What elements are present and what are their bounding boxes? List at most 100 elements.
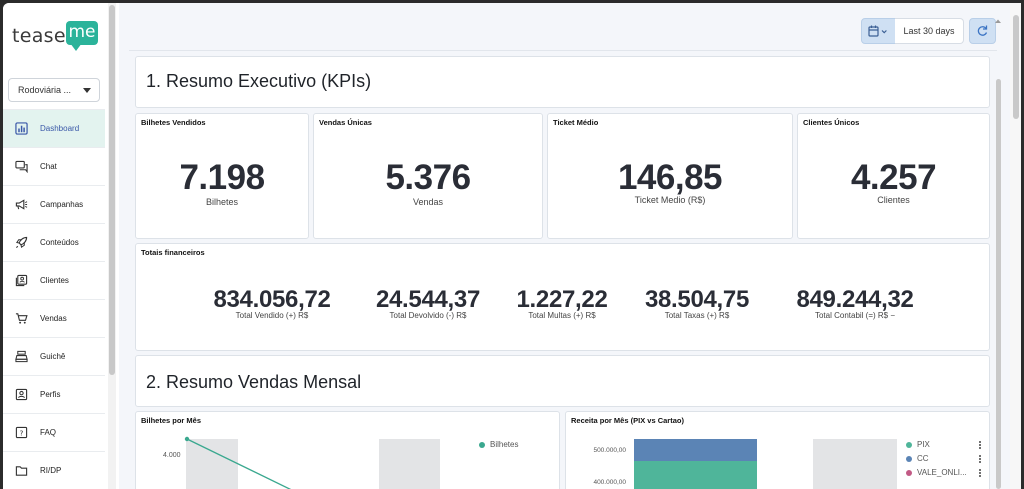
chart-bar-icon [15,122,28,135]
kpi-label: Vendas [412,197,444,207]
chart-bar-cc [634,439,757,461]
content-scrollbar[interactable] [993,15,1003,489]
dashboard-toolbar: Last 30 days [129,3,997,51]
sidebar-item-ridp[interactable]: RI/DP [3,451,105,489]
legend-dot [906,455,912,462]
more-options-icon[interactable] [978,441,982,451]
kpi-card-title: Vendas Únicas [319,118,372,127]
financial-value: 834.056,72 [213,286,331,313]
financial-totals-card: Totais financeiros 834.056,72 Total Vend… [135,243,990,351]
sidebar-item-label: Guichê [40,352,66,361]
window-scrollbar-thumb[interactable] [1013,15,1019,119]
date-picker-button[interactable] [861,18,896,44]
chart-bar [186,439,238,489]
sidebar-item-perfis[interactable]: Perfis [3,375,105,413]
kpi-label: Ticket Medio (R$) [634,195,706,205]
chart-bar-pix [634,461,757,489]
bilhetes-chart-plot [184,436,440,489]
sidebar-item-label: Dashboard [40,124,80,133]
chart-bar [379,439,440,489]
refresh-icon [977,25,988,36]
y-tick-label: 500.000,00 [593,447,626,454]
chart-title: Receita por Mês (PIX vs Cartao) [571,416,684,425]
sidebar-item-dashboard[interactable]: Dashboard [3,109,105,147]
kpi-card-clientes: Clientes Únicos 4.257 Clientes [797,113,990,239]
chevron-down-icon [83,88,91,93]
date-range-select[interactable]: Last 30 days [895,18,964,44]
kpi-card-vendas: Vendas Únicas 5.376 Vendas [313,113,543,239]
scroll-up-icon[interactable] [993,17,1003,25]
kpi-card-ticket-medio: Ticket Médio 146,85 Ticket Medio (R$) [547,113,793,239]
store-select[interactable]: Rodoviária ... [8,78,100,102]
legend-item-pix[interactable]: PIX [906,440,930,449]
contacts-icon [15,274,28,287]
more-options-icon[interactable] [978,455,982,465]
y-tick-label: 4.000 [163,452,181,459]
legend-item-bilhetes[interactable]: Bilhetes [479,440,518,449]
legend-dot [906,469,912,476]
sidebar-item-clientes[interactable]: Clientes [3,261,105,299]
sidebar-item-label: Chat [40,162,57,171]
cash-register-icon [15,350,28,363]
financial-label: Total Contabil (=) R$ − [814,311,896,320]
main-content: Last 30 days 1. Resumo Executivo (KPIs) … [119,3,1021,489]
sidebar-item-label: Conteúdos [40,238,79,247]
folder-icon [15,466,28,476]
store-select-value: Rodoviária ... [18,85,72,95]
financial-total-contabil: 849.244,32 Total Contabil (=) R$ − [776,286,934,320]
financial-value: 24.544,37 [375,286,481,313]
sidebar-item-guiche[interactable]: Guichê [3,337,105,375]
sidebar: teaser me Rodoviária ... Dashboard Chat … [3,3,108,489]
sidebar-item-label: Campanhas [40,200,84,209]
legend-label: VALE_ONLI... [917,468,967,477]
legend-dot [479,441,485,448]
sidebar-item-chat[interactable]: Chat [3,147,105,185]
chart-receita-por-mes: Receita por Mês (PIX vs Cartao) 500.000,… [565,411,990,489]
financial-total-devolvido: 24.544,37 Total Devolvido (-) R$ [360,286,496,320]
app-window: teaser me Rodoviária ... Dashboard Chat … [3,3,1021,489]
kpi-card-bilhetes: Bilhetes Vendidos 7.198 Bilhetes [135,113,309,239]
financial-total-taxas: 38.504,75 Total Taxas (+) R$ [628,286,766,320]
sidebar-item-campanhas[interactable]: Campanhas [3,185,105,223]
kpi-card-title: Ticket Médio [553,118,599,127]
kpi-value: 5.376 [385,158,471,197]
sidebar-item-conteudos[interactable]: Conteúdos [3,223,105,261]
financial-value: 849.244,32 [796,286,914,313]
financial-label: Total Vendido (+) R$ [235,311,309,320]
sidebar-scrollbar[interactable] [108,3,116,489]
kpi-card-title: Clientes Únicos [803,118,860,127]
legend-label: PIX [917,440,930,449]
refresh-button[interactable] [969,18,996,44]
section-2-header: 2. Resumo Vendas Mensal [135,355,990,407]
financial-value: 38.504,75 [644,286,750,313]
brand-logo[interactable]: teaser me [12,21,102,55]
section-2-title: 2. Resumo Vendas Mensal [146,372,362,392]
help-icon: ? [15,426,28,439]
window-scrollbar[interactable] [1010,3,1021,489]
kpi-label: Clientes [877,195,910,205]
megaphone-icon [15,199,28,210]
legend-item-vale-online[interactable]: VALE_ONLI... [906,468,967,477]
bilhetes-series-line [186,438,292,489]
profile-icon [15,388,28,401]
logo-text: teaser [12,25,74,47]
calendar-icon [868,25,887,37]
sidebar-item-faq[interactable]: ? FAQ [3,413,105,451]
chart-title: Bilhetes por Mês [141,416,202,425]
financial-total-vendido: 834.056,72 Total Vendido (+) R$ [194,286,350,320]
sidebar-item-label: Vendas [40,314,67,323]
cart-icon [15,313,28,324]
legend-item-cc[interactable]: CC [906,454,929,463]
financial-label: Total Multas (+) R$ [528,311,596,320]
bilhetes-point [184,436,190,442]
chart-bar [813,439,897,489]
sidebar-item-vendas[interactable]: Vendas [3,299,105,337]
more-options-icon[interactable] [978,469,982,479]
chat-icon [15,160,28,173]
sidebar-scrollbar-thumb[interactable] [109,5,115,375]
financial-label: Total Devolvido (-) R$ [389,311,467,320]
logo-badge-tail [70,43,82,51]
kpi-value: 4.257 [850,158,937,197]
content-scrollbar-thumb[interactable] [996,79,1001,489]
sidebar-item-label: Perfis [40,390,61,399]
